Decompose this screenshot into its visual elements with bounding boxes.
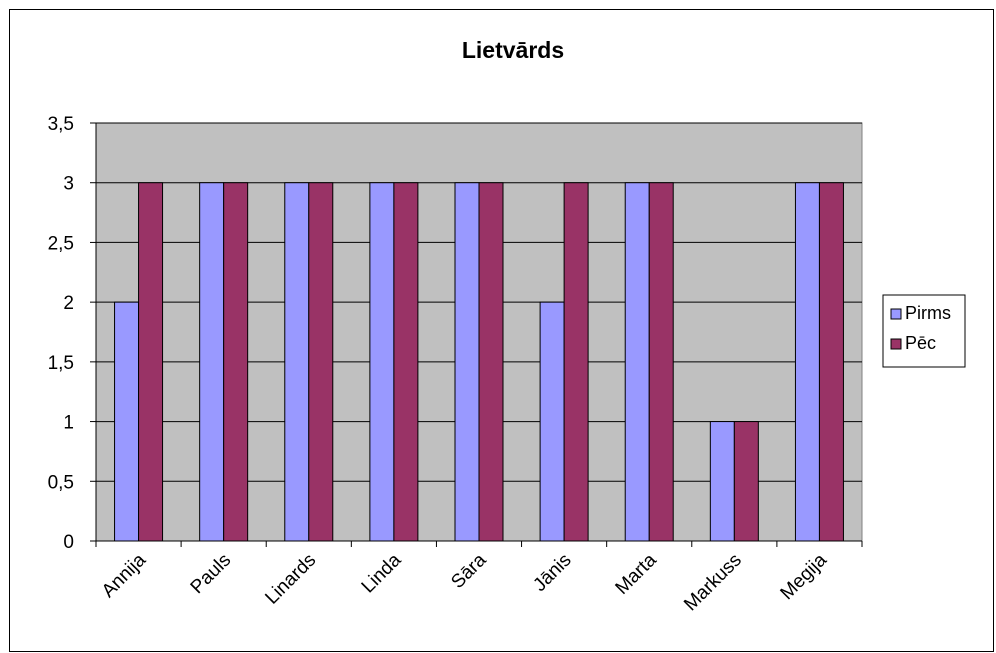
legend-label: Pirms — [905, 303, 951, 323]
bar-pirms-megija — [795, 183, 819, 541]
bar-pēc-linards — [309, 183, 333, 541]
bar-pirms-annija — [115, 302, 139, 541]
legend-swatch — [891, 309, 901, 319]
x-tick-label: Linda — [358, 549, 406, 597]
x-tick-label: Linards — [261, 550, 320, 609]
bar-pirms-jānis — [540, 302, 564, 541]
bar-pēc-marta — [649, 183, 673, 541]
bar-pirms-linards — [285, 183, 309, 541]
plot-area: 0 0,5 1 1,5 2 2,5 3 3,5 Annija Pauls Linards Linda S… — [48, 114, 862, 615]
legend: Pirms Pēc — [883, 295, 965, 367]
x-tick-label: Marta — [612, 549, 661, 598]
bar-pirms-marta — [625, 183, 649, 541]
bar-pēc-sāra — [479, 183, 503, 541]
x-tick-label: Sāra — [447, 549, 491, 593]
bar-pēc-linda — [394, 183, 418, 541]
x-tick-label: Pauls — [187, 550, 235, 598]
bar-pēc-annija — [139, 183, 163, 541]
y-tick-label: 1 — [63, 413, 74, 434]
x-tick-label: Jānis — [529, 550, 575, 596]
y-tick-label: 2 — [63, 293, 74, 314]
y-tick-label: 0,5 — [48, 472, 74, 493]
chart-title: Lietvārds — [462, 37, 564, 63]
bar-pirms-pauls — [200, 183, 224, 541]
legend-swatch — [891, 339, 901, 349]
bar-pirms-markuss — [710, 422, 734, 541]
x-tick-label: Annija — [98, 549, 151, 602]
legend-label: Pēc — [905, 333, 936, 353]
bar-pēc-megija — [819, 183, 843, 541]
y-tick-label: 1,5 — [48, 353, 74, 374]
bar-pēc-jānis — [564, 183, 588, 541]
bar-pirms-linda — [370, 183, 394, 541]
y-tick-label: 2,5 — [48, 233, 74, 254]
y-tick-label: 3 — [63, 174, 74, 195]
y-tick-label: 0 — [63, 532, 74, 553]
x-tick-label: Megija — [777, 549, 832, 604]
x-tick-label: Markuss — [680, 550, 746, 616]
bar-pēc-pauls — [224, 183, 248, 541]
y-tick-label: 3,5 — [48, 114, 74, 135]
bar-pēc-markuss — [734, 422, 758, 541]
bar-pirms-sāra — [455, 183, 479, 541]
